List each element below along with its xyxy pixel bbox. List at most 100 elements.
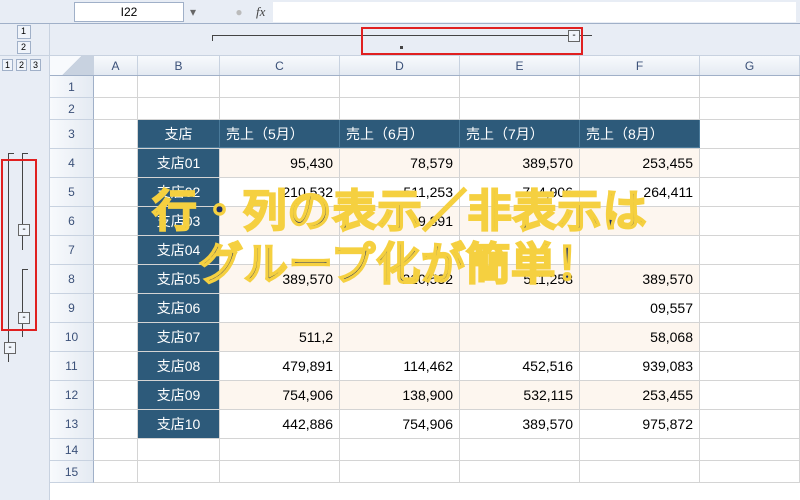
cell[interactable]: 支店08 <box>138 352 220 380</box>
cell[interactable]: 264,411 <box>580 178 700 206</box>
cell[interactable]: 389,570 <box>220 265 340 293</box>
cell[interactable] <box>460 439 580 460</box>
row-header-15[interactable]: 15 <box>50 461 94 483</box>
cell[interactable] <box>220 76 340 97</box>
cell[interactable] <box>700 98 800 119</box>
cell[interactable] <box>700 76 800 97</box>
cell[interactable] <box>138 461 220 482</box>
cell[interactable]: 532,115 <box>460 381 580 409</box>
column-header-F[interactable]: F <box>580 56 700 75</box>
cell[interactable]: 479,891 <box>220 352 340 380</box>
cell[interactable]: 754,906 <box>460 178 580 206</box>
cell[interactable] <box>220 439 340 460</box>
column-header-E[interactable]: E <box>460 56 580 75</box>
cell[interactable]: 支店02 <box>138 178 220 206</box>
select-all-button[interactable] <box>50 56 94 75</box>
cell[interactable] <box>220 294 340 322</box>
cell[interactable] <box>94 352 138 380</box>
cell[interactable] <box>340 294 460 322</box>
cell[interactable]: 511,253 <box>340 178 460 206</box>
column-group-collapse-button[interactable]: - <box>568 30 580 42</box>
cell[interactable]: 支店04 <box>138 236 220 264</box>
cell[interactable] <box>94 294 138 322</box>
cell[interactable] <box>580 461 700 482</box>
cell[interactable] <box>220 98 340 119</box>
cell[interactable] <box>700 294 800 322</box>
cell[interactable] <box>94 76 138 97</box>
cell[interactable]: 253,455 <box>580 149 700 177</box>
cell[interactable]: 975,872 <box>580 410 700 438</box>
column-header-G[interactable]: G <box>700 56 800 75</box>
formula-input[interactable] <box>273 2 796 22</box>
cell[interactable] <box>94 207 138 235</box>
cell[interactable]: 114,462 <box>340 352 460 380</box>
cell[interactable]: 支店05 <box>138 265 220 293</box>
cell[interactable] <box>700 323 800 351</box>
cell[interactable] <box>460 323 580 351</box>
cell[interactable] <box>460 294 580 322</box>
cell[interactable]: 支店07 <box>138 323 220 351</box>
cell[interactable]: 210,532 <box>340 265 460 293</box>
cell[interactable] <box>138 439 220 460</box>
cell[interactable]: 売上（8月） <box>580 120 700 148</box>
cell[interactable]: 支店01 <box>138 149 220 177</box>
cell[interactable] <box>220 236 340 264</box>
cell[interactable] <box>94 439 138 460</box>
cell[interactable]: 78,579 <box>340 149 460 177</box>
row-header-3[interactable]: 3 <box>50 120 94 149</box>
row-header-1[interactable]: 1 <box>50 76 94 98</box>
cell[interactable]: 支店09 <box>138 381 220 409</box>
cell[interactable] <box>340 98 460 119</box>
cell[interactable] <box>460 76 580 97</box>
column-header-B[interactable]: B <box>138 56 220 75</box>
cell[interactable] <box>700 461 800 482</box>
cell[interactable] <box>94 265 138 293</box>
cell[interactable]: 389,570 <box>460 410 580 438</box>
cell[interactable]: 754,906 <box>220 381 340 409</box>
cell[interactable] <box>94 410 138 438</box>
cell[interactable]: 253,455 <box>580 381 700 409</box>
cell[interactable] <box>340 461 460 482</box>
cell[interactable] <box>340 236 460 264</box>
row-header-6[interactable]: 6 <box>50 207 94 236</box>
cell[interactable]: 95,430 <box>220 149 340 177</box>
cell[interactable]: 452,516 <box>460 352 580 380</box>
row-header-10[interactable]: 10 <box>50 323 94 352</box>
row-header-11[interactable]: 11 <box>50 352 94 381</box>
row-header-4[interactable]: 4 <box>50 149 94 178</box>
row-group-collapse-button[interactable]: - <box>4 342 16 354</box>
cell[interactable] <box>700 120 800 148</box>
cell[interactable] <box>94 149 138 177</box>
cell[interactable] <box>94 120 138 148</box>
cell[interactable]: 支店06 <box>138 294 220 322</box>
row-header-5[interactable]: 5 <box>50 178 94 207</box>
row-group-collapse-button[interactable]: - <box>18 312 30 324</box>
cell[interactable]: 210,532 <box>220 178 340 206</box>
column-header-A[interactable]: A <box>94 56 138 75</box>
col-outline-level-1[interactable]: 1 <box>17 25 31 39</box>
row-group-collapse-button[interactable]: - <box>18 224 30 236</box>
cell[interactable]: 138,900 <box>340 381 460 409</box>
cell[interactable] <box>94 323 138 351</box>
fx-icon[interactable]: fx <box>256 4 265 20</box>
row-header-2[interactable]: 2 <box>50 98 94 120</box>
row-header-8[interactable]: 8 <box>50 265 94 294</box>
cell[interactable] <box>220 461 340 482</box>
cell[interactable] <box>340 323 460 351</box>
cell[interactable] <box>700 178 800 206</box>
cell[interactable] <box>94 381 138 409</box>
cell[interactable]: 支店10 <box>138 410 220 438</box>
cell[interactable]: 09,557 <box>580 294 700 322</box>
cell[interactable] <box>580 207 700 235</box>
name-box-dropdown-icon[interactable]: ▾ <box>186 5 200 19</box>
cell[interactable] <box>94 178 138 206</box>
cell[interactable]: 9,891 <box>340 207 460 235</box>
col-outline-level-2[interactable]: 2 <box>17 41 31 55</box>
name-box[interactable] <box>74 2 184 22</box>
row-header-12[interactable]: 12 <box>50 381 94 410</box>
cell[interactable]: 389,570 <box>580 265 700 293</box>
row-header-7[interactable]: 7 <box>50 236 94 265</box>
cell[interactable] <box>700 381 800 409</box>
cell[interactable]: 支店03 <box>138 207 220 235</box>
column-header-D[interactable]: D <box>340 56 460 75</box>
